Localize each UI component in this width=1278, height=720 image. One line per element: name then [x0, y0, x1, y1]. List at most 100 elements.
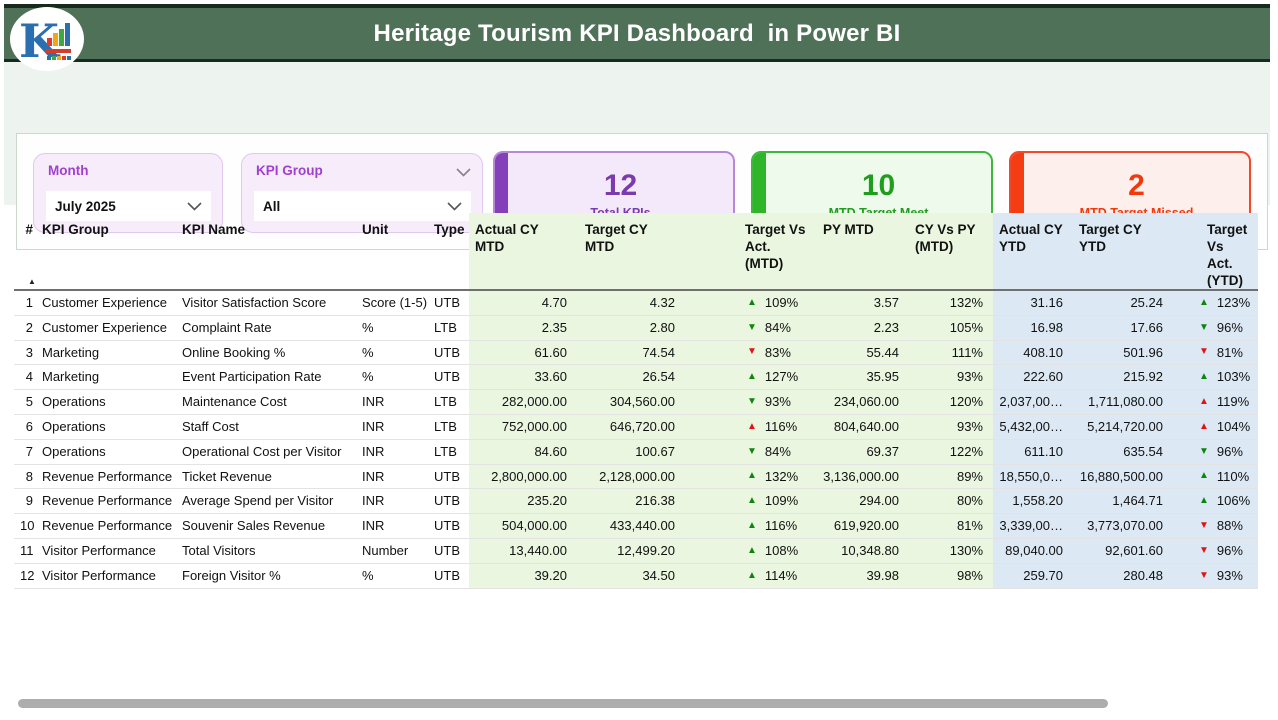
cell-target-vs-act-ytd: ▲ 119%	[1173, 390, 1258, 414]
cell-cy-vs-py-mtd: 98%	[909, 563, 993, 588]
cell-type: UTB	[434, 518, 460, 534]
trend-arrow-icon: ▲	[747, 420, 757, 432]
kpi-group-slicer: KPI Group All	[241, 153, 483, 233]
table-row[interactable]: 10 Revenue Performance Souvenir Sales Re…	[14, 514, 1258, 539]
table-row[interactable]: 7 Operations Operational Cost per Visito…	[14, 439, 1258, 465]
cell-target-vs-act-ytd: ▲ 106%	[1173, 489, 1258, 514]
chevron-down-icon[interactable]	[456, 168, 471, 177]
cell-py-mtd: 234,060.00	[817, 390, 909, 414]
cell-cy-vs-py-mtd: 132%	[909, 291, 993, 315]
cell-type: UTB	[434, 295, 460, 310]
col-header-target-vs-act-ytd[interactable]: Target Vs Act. (YTD)	[1173, 213, 1258, 289]
table-row[interactable]: 12 Visitor Performance Foreign Visitor %…	[14, 563, 1258, 589]
col-header-target-cy-mtd[interactable]: Target CY MTD	[579, 213, 739, 289]
chevron-down-icon[interactable]	[447, 201, 462, 211]
cell-cy-vs-py-mtd: 89%	[909, 464, 993, 489]
table-row[interactable]: 8 Revenue Performance Ticket Revenue INR…	[14, 464, 1258, 490]
col-header-py-mtd[interactable]: PY MTD	[817, 213, 909, 289]
col-header-target-cy-ytd[interactable]: Target CY YTD	[1073, 213, 1173, 289]
trend-arrow-icon: ▼	[1199, 544, 1209, 556]
cell-target-vs-act-mtd: ▼ 84%	[739, 315, 817, 340]
cell-type: LTB	[434, 418, 457, 434]
table-row[interactable]: 5 Operations Maintenance Cost INR LTB 28…	[14, 390, 1258, 415]
cell-type: UTB	[434, 468, 460, 484]
table-row[interactable]: 3 Marketing Online Booking % % UTB 61.60…	[14, 340, 1258, 366]
col-header-unit[interactable]: Unit	[362, 222, 389, 237]
cell-target-cy-ytd: 5,214,720.00	[1073, 414, 1173, 439]
cell-unit: %	[362, 344, 374, 360]
cell-target-cy-ytd: 215.92	[1073, 365, 1173, 390]
cell-actual-cy-ytd: 3,339,00…	[993, 514, 1073, 538]
col-header-cy-vs-py-mtd[interactable]: CY Vs PY (MTD)	[909, 213, 993, 289]
cell-kpi-name: Total Visitors	[182, 542, 256, 558]
trend-arrow-icon: ▲	[1199, 470, 1209, 482]
col-header-kpi-name[interactable]: KPI Name	[182, 222, 246, 237]
col-header-type[interactable]: Type	[434, 222, 465, 237]
cell-actual-cy-ytd: 259.70	[993, 563, 1073, 588]
cell-number: 1	[25, 295, 33, 310]
cell-actual-cy-mtd: 4.70	[469, 291, 579, 315]
cell-number: 2	[25, 319, 33, 335]
cell-target-vs-act-mtd-value: 84%	[764, 319, 791, 335]
cell-unit: %	[362, 369, 374, 385]
cell-target-vs-act-ytd-value: 119%	[1216, 394, 1250, 410]
kpi-group-dropdown-value: All	[263, 198, 281, 214]
col-header-number[interactable]: #	[25, 222, 33, 237]
cell-type: UTB	[434, 369, 460, 385]
table-row[interactable]: 2 Customer Experience Complaint Rate % L…	[14, 315, 1258, 341]
cell-target-vs-act-ytd-value: 96%	[1216, 319, 1243, 335]
month-slicer: Month July 2025	[33, 153, 223, 233]
cell-target-vs-act-ytd-value: 96%	[1216, 443, 1243, 459]
cell-cy-vs-py-mtd: 81%	[909, 514, 993, 538]
table-row[interactable]: 1 Customer Experience Visitor Satisfacti…	[14, 291, 1258, 316]
col-header-actual-cy-mtd[interactable]: Actual CY MTD	[469, 213, 579, 289]
cell-actual-cy-mtd: 282,000.00	[469, 390, 579, 414]
cell-target-vs-act-mtd: ▲ 114%	[739, 563, 817, 588]
cell-type: UTB	[434, 567, 460, 583]
cell-target-vs-act-mtd: ▲ 116%	[739, 514, 817, 538]
table-row[interactable]: 9 Revenue Performance Average Spend per …	[14, 489, 1258, 515]
cell-py-mtd: 35.95	[817, 365, 909, 390]
cell-cy-vs-py-mtd: 130%	[909, 538, 993, 563]
cell-actual-cy-ytd: 611.10	[993, 439, 1073, 464]
cell-kpi-group: Revenue Performance	[42, 518, 173, 534]
cell-unit: %	[362, 319, 374, 335]
cell-actual-cy-mtd: 33.60	[469, 365, 579, 390]
trend-arrow-icon: ▼	[1199, 569, 1209, 581]
cell-target-cy-ytd: 16,880,500.00	[1073, 464, 1173, 489]
cell-kpi-group: Visitor Performance	[42, 542, 156, 558]
horizontal-scrollbar[interactable]	[18, 699, 1108, 708]
sort-ascending-icon[interactable]: ▲	[28, 277, 36, 286]
cell-type: LTB	[434, 443, 457, 459]
cell-target-vs-act-mtd: ▲ 127%	[739, 365, 817, 390]
month-slicer-label: Month	[48, 163, 89, 178]
cell-number: 8	[25, 468, 33, 484]
cell-kpi-name: Complaint Rate	[182, 319, 272, 335]
trend-arrow-icon: ▼	[1199, 321, 1209, 333]
cell-kpi-group: Operations	[42, 443, 106, 459]
col-header-kpi-group[interactable]: KPI Group	[42, 222, 109, 237]
cell-actual-cy-mtd: 61.60	[469, 340, 579, 365]
cell-py-mtd: 55.44	[817, 340, 909, 365]
table-row[interactable]: 4 Marketing Event Participation Rate % U…	[14, 365, 1258, 391]
chevron-down-icon[interactable]	[187, 201, 202, 211]
cell-target-vs-act-mtd-value: 114%	[764, 567, 798, 583]
col-header-target-vs-act-mtd[interactable]: Target Vs Act. (MTD)	[739, 213, 817, 289]
cell-target-vs-act-ytd: ▼ 96%	[1173, 315, 1258, 340]
kpi-group-dropdown[interactable]: All	[254, 191, 471, 221]
table-row[interactable]: 11 Visitor Performance Total Visitors Nu…	[14, 538, 1258, 564]
month-dropdown[interactable]: July 2025	[46, 191, 211, 221]
cell-number: 6	[25, 418, 33, 434]
cell-type: UTB	[434, 493, 460, 509]
cell-target-cy-ytd: 635.54	[1073, 439, 1173, 464]
cell-target-cy-ytd: 25.24	[1073, 291, 1173, 315]
table-row[interactable]: 6 Operations Staff Cost INR LTB 752,000.…	[14, 414, 1258, 440]
cell-number: 11	[20, 542, 34, 558]
cell-target-vs-act-ytd-value: 106%	[1216, 493, 1251, 509]
cell-type: LTB	[434, 319, 457, 335]
cell-target-vs-act-mtd: ▲ 108%	[739, 538, 817, 563]
col-header-actual-cy-ytd[interactable]: Actual CY YTD	[993, 213, 1073, 289]
cell-target-vs-act-ytd: ▲ 103%	[1173, 365, 1258, 390]
trend-arrow-icon: ▼	[1199, 520, 1209, 532]
